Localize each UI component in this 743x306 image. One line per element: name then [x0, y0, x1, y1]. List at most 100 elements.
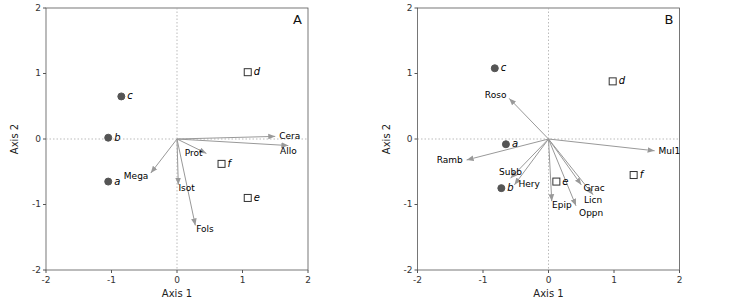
marks	[105, 69, 289, 226]
y-tick-label: 1	[407, 68, 413, 78]
chart: -2 -1 0 1 2 -2 -1 0 1 2 Axis 1 Axis 2 Aa b c d f e Cera All…	[0, 0, 743, 306]
panel: -2 -1 0 1 2 -2 -1 0 1 2 Axis 1 Axis 2 Bb a c d e f Roso Ram…	[381, 3, 683, 300]
site-label: b	[114, 132, 120, 143]
site-label: f	[228, 158, 233, 169]
vector-arrow	[549, 139, 577, 206]
vector-arrow	[151, 139, 177, 173]
y-tick-label: 0	[35, 134, 41, 144]
x-tick-label: 1	[240, 275, 246, 285]
vector-label: Hery	[518, 179, 540, 189]
vector-label: Epip	[552, 200, 572, 210]
y-tick-label: -1	[32, 199, 41, 209]
site-label: c	[127, 90, 133, 101]
x-axis-label: Axis 1	[533, 288, 563, 299]
vector-label: Isot	[178, 183, 195, 193]
site-label: b	[507, 182, 513, 193]
x-tick-label: 1	[611, 275, 617, 285]
site-square	[630, 172, 637, 179]
vector-label: Subb	[499, 167, 522, 177]
y-tick	[43, 73, 46, 74]
y-tick	[415, 270, 418, 271]
site-label: a	[512, 138, 518, 149]
site-dot	[105, 178, 112, 185]
plot-frame	[418, 8, 680, 270]
x-tick	[242, 270, 243, 273]
vector-arrow	[549, 139, 552, 201]
site-square	[218, 160, 225, 167]
vector-arrow	[549, 139, 655, 151]
x-tick	[679, 270, 680, 273]
vector-label: Oppn	[579, 208, 603, 218]
y-tick-label: 0	[407, 134, 413, 144]
site-square	[609, 78, 616, 85]
site-label: e	[562, 176, 568, 187]
y-tick	[415, 8, 418, 9]
y-tick-label: 2	[407, 3, 413, 13]
site-dot	[498, 185, 505, 192]
site-square	[244, 194, 251, 201]
x-tick	[111, 270, 112, 273]
y-axis-label: Axis 2	[381, 124, 392, 154]
y-tick-label: 2	[35, 3, 41, 13]
site-label: c	[501, 62, 507, 73]
x-tick-label: -2	[413, 275, 422, 285]
x-tick-label: 2	[677, 275, 683, 285]
vector-arrow	[177, 136, 275, 139]
y-tick-label: -2	[404, 265, 413, 275]
site-dot	[502, 141, 509, 148]
site-label: a	[114, 176, 120, 187]
y-tick-label: -2	[32, 265, 41, 275]
site-square	[244, 69, 251, 76]
x-tick-label: -2	[42, 275, 51, 285]
x-tick	[483, 270, 484, 273]
x-tick-label: -1	[479, 275, 488, 285]
site-label: d	[619, 75, 626, 86]
vector-label: Grac	[584, 183, 605, 193]
panel-label: A	[293, 12, 302, 27]
x-tick	[177, 270, 178, 273]
y-tick	[415, 139, 418, 140]
panel: -2-1012-2-1012Axis 1Axis 2AabcdfeCeraAll…	[9, 3, 311, 300]
site-dot	[118, 93, 125, 100]
vector-arrow	[467, 139, 549, 160]
x-tick	[548, 270, 549, 273]
vector-label: Allo	[280, 146, 297, 156]
labels: b a c d e f Roso Ramb Subb Hery Epip Grac Licn Oppn Mu…	[437, 62, 681, 217]
x-axis-label: Axis 1	[162, 288, 192, 299]
vector-label: Cera	[279, 131, 300, 141]
x-tick-label: 0	[174, 275, 180, 285]
vector-label: Licn	[584, 195, 602, 205]
y-tick	[43, 139, 46, 140]
x-tick	[614, 270, 615, 273]
y-tick	[415, 204, 418, 205]
site-dot	[491, 65, 498, 72]
site-dot	[105, 134, 112, 141]
y-axis-label: Axis 2	[9, 124, 20, 154]
site-label: e	[254, 192, 260, 203]
x-tick-label: 0	[546, 275, 552, 285]
site-label: d	[254, 66, 261, 77]
vector-label: Fols	[196, 224, 214, 234]
y-tick-label: 1	[35, 68, 41, 78]
panel-label: B	[665, 12, 674, 27]
vector-arrow	[514, 139, 548, 185]
vector-label: Roso	[485, 90, 507, 100]
vector-arrow	[177, 139, 288, 146]
y-tick	[415, 73, 418, 74]
x-tick	[308, 270, 309, 273]
vector-label: Mega	[124, 171, 149, 181]
y-tick	[43, 8, 46, 9]
y-tick	[43, 270, 46, 271]
vector-arrow	[509, 98, 548, 139]
plot-frame	[46, 8, 308, 270]
labels: a b c d f e Cera Allo Prot Mega Isot Fols	[114, 66, 300, 234]
site-label: f	[640, 169, 645, 180]
vector-label: Ramb	[437, 155, 463, 165]
y-tick-label: -1	[404, 199, 413, 209]
vector-label: Mul1	[659, 146, 681, 156]
marks	[467, 65, 655, 206]
vector-label: Prot	[185, 148, 203, 158]
site-square	[553, 178, 560, 185]
x-tick-label: -1	[107, 275, 116, 285]
y-tick	[43, 204, 46, 205]
